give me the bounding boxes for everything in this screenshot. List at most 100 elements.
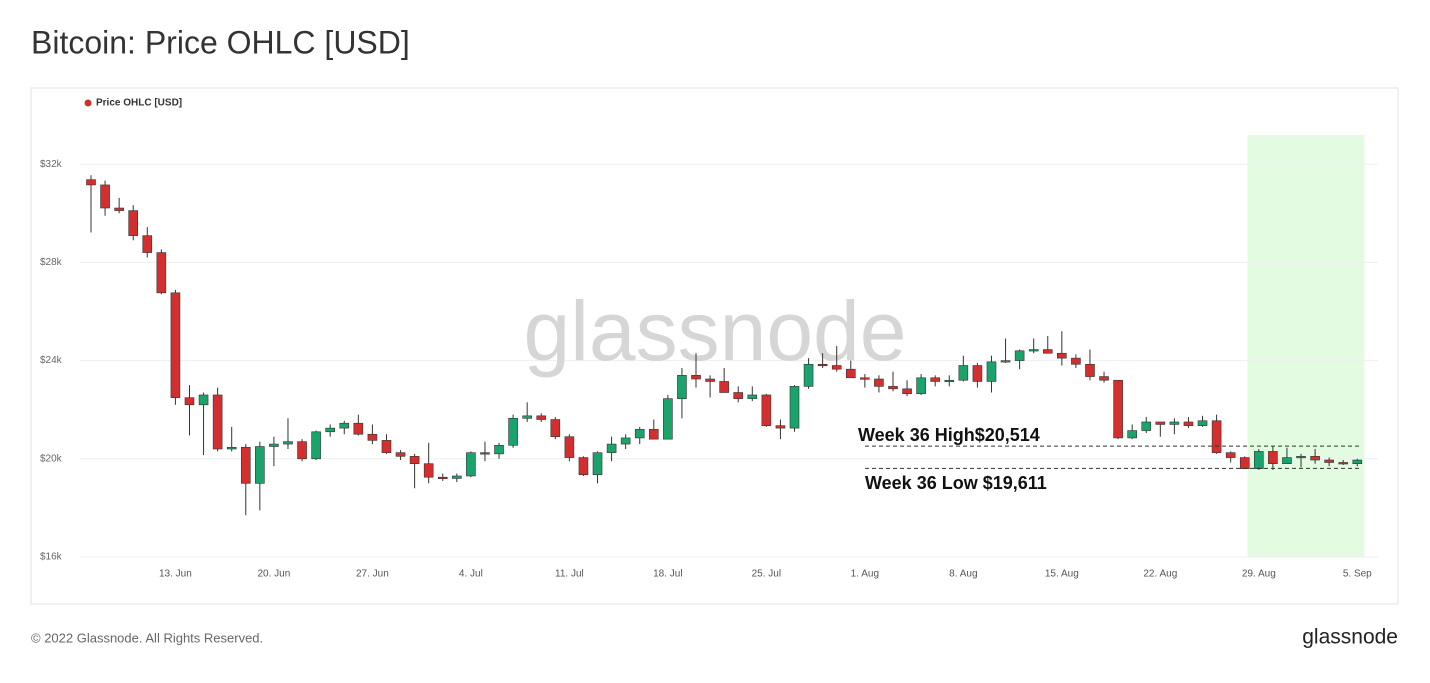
x-tick-label: 29. Aug bbox=[1242, 569, 1276, 580]
candle-body bbox=[1310, 456, 1320, 461]
y-tick-label: $20k bbox=[40, 453, 63, 464]
candle-body bbox=[592, 452, 603, 476]
candle-body bbox=[269, 443, 279, 447]
x-tick-label: 8. Aug bbox=[949, 569, 977, 580]
candle-body bbox=[1296, 456, 1306, 459]
chart-frame bbox=[30, 87, 1399, 605]
y-tick-label: $24k bbox=[40, 355, 63, 366]
y-tick-label: $28k bbox=[40, 257, 63, 268]
candle-body bbox=[367, 433, 378, 441]
candle-body bbox=[100, 184, 110, 209]
x-tick-label: 22. Aug bbox=[1143, 569, 1177, 580]
candle-body bbox=[114, 207, 124, 211]
candle-body bbox=[705, 378, 715, 382]
candle-body bbox=[634, 429, 645, 439]
candle-body bbox=[1197, 420, 1208, 426]
candle-body bbox=[958, 365, 969, 381]
x-tick-label: 13. Jun bbox=[159, 569, 192, 580]
y-tick-label: $16k bbox=[40, 552, 63, 563]
candle-body bbox=[845, 368, 856, 379]
candle-body bbox=[1155, 421, 1166, 425]
candle-body bbox=[1014, 350, 1025, 361]
candle-body bbox=[775, 425, 786, 429]
x-tick-label: 5. Sep bbox=[1343, 569, 1372, 580]
candle-body bbox=[874, 378, 884, 387]
candle-body bbox=[1352, 459, 1363, 465]
candle-body bbox=[1183, 421, 1194, 426]
y-tick-label: $32k bbox=[40, 159, 63, 170]
candle-body bbox=[212, 394, 223, 450]
candle-body bbox=[1211, 420, 1222, 453]
candle-body bbox=[240, 446, 251, 484]
candle-body bbox=[648, 429, 659, 440]
candle-body bbox=[255, 446, 265, 484]
candle-body bbox=[930, 377, 941, 382]
candle-body bbox=[184, 397, 195, 406]
candle-body bbox=[536, 415, 547, 420]
candle-body bbox=[888, 386, 898, 390]
candle-body bbox=[1169, 421, 1180, 425]
candle-body bbox=[325, 427, 335, 433]
annotation-label: Week 36 Low $19,611 bbox=[865, 473, 1047, 493]
candle-body bbox=[663, 398, 673, 440]
candle-body bbox=[142, 235, 153, 253]
candle-body bbox=[311, 431, 321, 460]
candle-body bbox=[283, 441, 293, 445]
candle-body bbox=[789, 386, 800, 429]
candle-body bbox=[1057, 352, 1067, 359]
candle-body bbox=[297, 441, 307, 460]
x-tick-label: 20. Jun bbox=[258, 569, 291, 580]
candle-body bbox=[1113, 379, 1123, 439]
candle-body bbox=[452, 475, 462, 479]
candle-body bbox=[761, 394, 772, 426]
chart-title: Bitcoin: Price OHLC [USD] bbox=[31, 24, 410, 60]
candle-body bbox=[1071, 357, 1081, 365]
candle-body bbox=[437, 476, 448, 480]
x-tick-label: 11. Jul bbox=[555, 569, 584, 580]
candle-body bbox=[494, 444, 504, 455]
candle-body bbox=[1028, 349, 1039, 352]
x-tick-label: 18. Jul bbox=[653, 569, 682, 580]
candle-body bbox=[1282, 457, 1292, 465]
candle-body bbox=[156, 252, 167, 294]
candle-body bbox=[860, 377, 870, 380]
candle-body bbox=[550, 419, 561, 438]
candle-body bbox=[423, 463, 434, 478]
candle-body bbox=[902, 388, 912, 395]
legend-label: Price OHLC [USD] bbox=[96, 98, 182, 109]
candle-body bbox=[522, 415, 532, 419]
x-tick-label: 25. Jul bbox=[752, 569, 781, 580]
x-tick-label: 27. Jun bbox=[356, 569, 389, 580]
candle-body bbox=[986, 361, 997, 382]
candle-body bbox=[606, 443, 617, 453]
candle-body bbox=[1239, 457, 1250, 469]
candle-body bbox=[466, 452, 476, 477]
x-tick-label: 4. Jul bbox=[459, 569, 483, 580]
candle-body bbox=[1127, 430, 1137, 439]
candle-body bbox=[86, 179, 96, 186]
candle-body bbox=[817, 363, 828, 367]
brand-logo: glassnode bbox=[1302, 626, 1398, 649]
highlight-band bbox=[1247, 135, 1365, 557]
candle-body bbox=[1085, 363, 1095, 377]
annotation-label: Week 36 High$20,514 bbox=[858, 425, 1040, 445]
candle-body bbox=[353, 422, 364, 435]
candle-body bbox=[226, 446, 237, 450]
candle-body bbox=[747, 394, 758, 399]
candle-body bbox=[198, 394, 209, 406]
candle-body bbox=[564, 436, 575, 458]
candle-body bbox=[803, 363, 814, 387]
candle-body bbox=[1042, 349, 1053, 354]
candle-body bbox=[691, 375, 701, 380]
footer: © 2022 Glassnode. All Rights Reserved. bbox=[31, 630, 263, 645]
candle-body bbox=[620, 437, 631, 445]
candle-body bbox=[1254, 451, 1264, 469]
candle-body bbox=[395, 452, 406, 457]
candle-body bbox=[677, 375, 687, 399]
candle-body bbox=[508, 417, 518, 446]
candle-body bbox=[1268, 451, 1278, 465]
candle-body bbox=[1141, 421, 1152, 431]
candle-body bbox=[972, 365, 983, 382]
